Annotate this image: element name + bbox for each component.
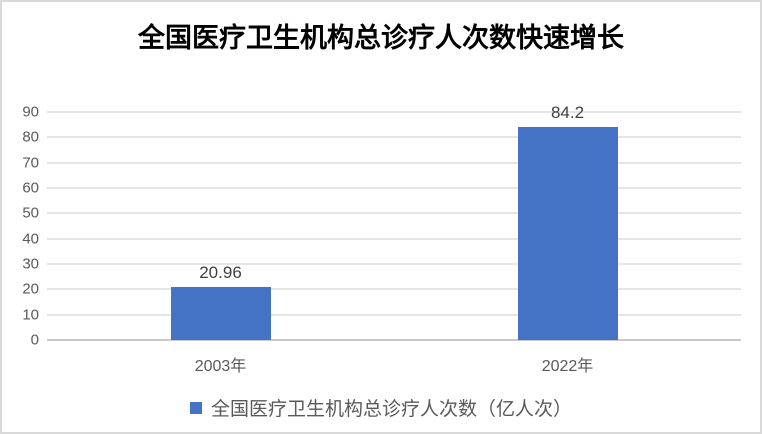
- legend: 全国医疗卫生机构总诊疗人次数（亿人次）: [2, 394, 760, 421]
- x-category-label: 2022年: [541, 358, 594, 375]
- gridline: [47, 313, 741, 316]
- gridline: [47, 237, 741, 240]
- x-axis-line: [47, 339, 741, 341]
- bar-2003年: [170, 286, 271, 340]
- y-tick-label: 10: [22, 306, 39, 324]
- gridline: [47, 288, 741, 291]
- y-tick-label: 20: [22, 280, 39, 298]
- gridline: [47, 111, 741, 113]
- gridline: [47, 212, 741, 215]
- gridline: [47, 263, 741, 265]
- y-tick-label: 90: [22, 103, 39, 121]
- legend-series-label: 全国医疗卫生机构总诊疗人次数（亿人次）: [210, 399, 572, 420]
- y-tick-label: 80: [22, 128, 39, 146]
- y-tick-label: 70: [22, 154, 39, 172]
- chart-title: 全国医疗卫生机构总诊疗人次数快速增长: [138, 23, 624, 53]
- bar-value-label: 84.2: [550, 102, 585, 122]
- y-tick-label: 40: [22, 230, 39, 248]
- y-tick-label: 30: [22, 255, 39, 273]
- x-category-label: 2003年: [194, 358, 247, 375]
- y-tick-label: 0: [30, 331, 39, 349]
- gridline: [47, 136, 741, 139]
- gridline: [47, 187, 741, 189]
- gridline: [47, 161, 741, 164]
- bar-value-label: 20.96: [199, 262, 242, 282]
- y-tick-label: 60: [22, 179, 39, 197]
- y-tick-label: 50: [22, 204, 39, 222]
- bar-2022年: [517, 126, 618, 340]
- legend-square-marker-icon: [189, 401, 202, 414]
